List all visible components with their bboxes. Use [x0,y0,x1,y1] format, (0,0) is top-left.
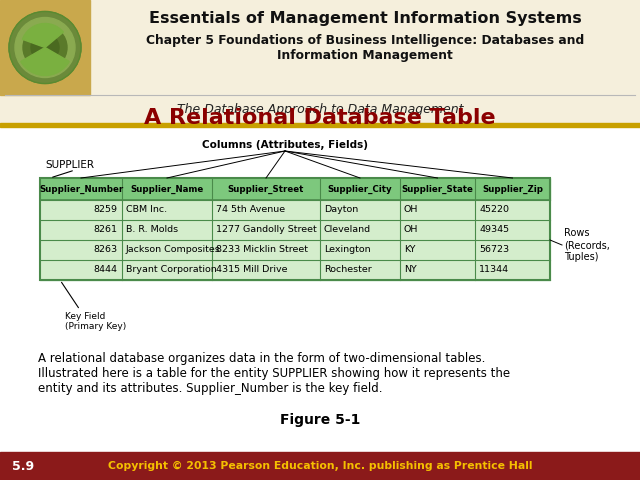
Text: SUPPLIER: SUPPLIER [45,160,94,170]
Bar [0,452,640,480]
Text: Columns (Attributes, Fields): Columns (Attributes, Fields) [202,140,368,150]
Bar [40,220,550,240]
Text: 49345: 49345 [479,226,509,235]
Text: 1277 Gandolly Street: 1277 Gandolly Street [216,226,317,235]
Text: 8444: 8444 [93,265,117,275]
Text: 5.9: 5.9 [12,459,34,472]
Bar [40,178,550,280]
Text: Rows
(Records,
Tuples): Rows (Records, Tuples) [564,228,610,262]
Text: OH: OH [404,226,419,235]
Text: Figure 5-1: Figure 5-1 [280,413,360,427]
Text: 11344: 11344 [479,265,509,275]
Text: Chapter 5 Foundations of Business Intelligence: Databases and
Information Manage: Chapter 5 Foundations of Business Intell… [146,34,584,62]
Text: 45220: 45220 [479,205,509,215]
Text: The Database Approach to Data Management: The Database Approach to Data Management [177,103,463,116]
Bar [0,0,90,95]
Text: Supplier_Street: Supplier_Street [228,184,304,193]
Text: Cleveland: Cleveland [324,226,371,235]
Bar [0,123,640,127]
Text: Key Field
(Primary Key): Key Field (Primary Key) [65,312,126,331]
Text: 4315 Mill Drive: 4315 Mill Drive [216,265,287,275]
Text: Jackson Composites: Jackson Composites [126,245,221,254]
Text: Copyright © 2013 Pearson Education, Inc. publishing as Prentice Hall: Copyright © 2013 Pearson Education, Inc.… [108,461,532,471]
Text: Supplier_Zip: Supplier_Zip [482,184,543,193]
Text: Supplier_City: Supplier_City [328,184,392,193]
Text: Supplier_State: Supplier_State [401,184,474,193]
Text: NY: NY [404,265,417,275]
Text: 8261: 8261 [93,226,117,235]
Circle shape [31,34,59,61]
Circle shape [23,25,67,70]
Circle shape [15,17,75,77]
Text: 56723: 56723 [479,245,509,254]
Text: A Relational Database Table: A Relational Database Table [144,108,496,128]
Text: Essentials of Management Information Systems: Essentials of Management Information Sys… [148,11,581,25]
Text: Supplier_Number: Supplier_Number [39,184,123,193]
Circle shape [9,12,81,84]
Bar [40,240,550,260]
Text: 8233 Micklin Street: 8233 Micklin Street [216,245,308,254]
Text: Bryant Corporation: Bryant Corporation [126,265,217,275]
Text: 74 5th Avenue: 74 5th Avenue [216,205,285,215]
Text: Lexington: Lexington [324,245,371,254]
Bar [0,95,640,123]
Text: CBM Inc.: CBM Inc. [126,205,167,215]
Bar [0,127,640,452]
Text: Supplier_Name: Supplier_Name [131,184,204,193]
Bar [0,0,640,95]
Bar [40,178,550,200]
Text: 8263: 8263 [93,245,117,254]
Text: KY: KY [404,245,415,254]
Bar [40,260,550,280]
Bar [40,200,550,220]
Wedge shape [22,24,63,48]
Text: 8259: 8259 [93,205,117,215]
Text: Rochester: Rochester [324,265,372,275]
Wedge shape [20,48,69,75]
Text: B. R. Molds: B. R. Molds [126,226,178,235]
Text: A relational database organizes data in the form of two-dimensional tables.
Illu: A relational database organizes data in … [38,352,510,395]
Text: OH: OH [404,205,419,215]
Text: Dayton: Dayton [324,205,358,215]
